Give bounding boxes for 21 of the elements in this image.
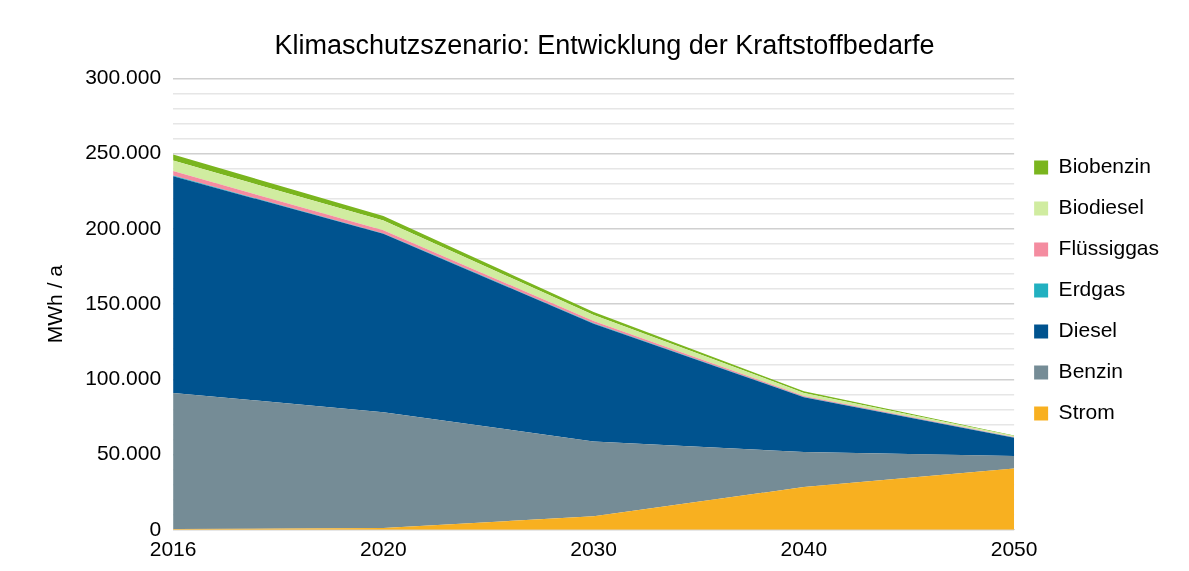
y-axis-title: MWh / a <box>43 264 67 344</box>
legend-label: Biodiesel <box>1058 195 1144 219</box>
legend-label: Erdgas <box>1058 277 1126 301</box>
legend-label: Benzin <box>1058 359 1123 383</box>
x-tick-label: 2030 <box>570 537 617 561</box>
y-tick-label: 50.000 <box>96 441 162 465</box>
x-tick-label: 2040 <box>780 537 828 561</box>
legend-label: Flüssiggas <box>1058 236 1160 260</box>
legend-label: Biobenzin <box>1058 154 1151 178</box>
x-tick-label: 2016 <box>149 537 197 561</box>
y-tick-label: 100.000 <box>85 366 162 390</box>
x-tick-label: 2020 <box>360 537 407 561</box>
chart-title: Klimaschutzszenario: Entwicklung der Kraftstoffbedarfe <box>274 29 935 60</box>
y-tick-label: 0 <box>149 516 162 540</box>
y-tick-label: 150.000 <box>85 290 162 314</box>
y-tick-label: 300.000 <box>85 65 162 89</box>
x-tick-label: 2050 <box>990 537 1038 561</box>
legend-label: Strom <box>1058 400 1115 424</box>
y-tick-label: 200.000 <box>85 215 162 239</box>
y-tick-label: 250.000 <box>85 140 162 164</box>
legend-label: Diesel <box>1058 318 1117 342</box>
